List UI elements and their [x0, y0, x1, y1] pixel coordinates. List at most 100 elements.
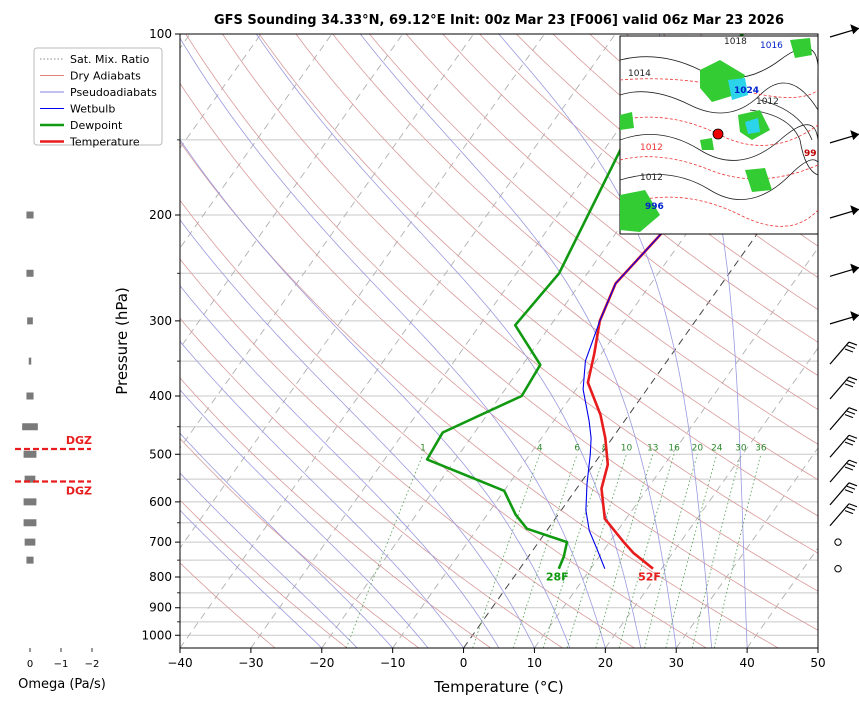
mixing-ratio-line [644, 454, 698, 648]
wind-barb [829, 459, 858, 483]
inset-label: 1012 [640, 173, 663, 183]
omega-tick-label: −2 [85, 659, 100, 670]
pseudoadiabat [658, 34, 748, 648]
mixing-ratio-line [345, 454, 424, 648]
omega-bar [26, 392, 34, 400]
legend-label: Dewpoint [70, 119, 123, 132]
dry-adiabat [180, 562, 276, 648]
wind-barb-feather [846, 345, 856, 350]
mixing-ratio-line [595, 454, 654, 648]
y-tick-label: 600 [149, 495, 172, 509]
plot-frame [179, 33, 819, 649]
legend: Sat. Mix. Ratio Dry Adiabats Pseudoadiabat… [33, 47, 163, 149]
dry-adiabat [369, 34, 818, 410]
inset-label: 1012 [756, 97, 779, 107]
dgz-label: DGZ [66, 434, 92, 447]
pseudoadiabat [180, 139, 571, 648]
wind-barb [829, 482, 858, 506]
isotherm-line [675, 447, 818, 648]
omega-bar [28, 357, 32, 365]
mixing-ratio-label: 13 [647, 443, 658, 453]
pseudoadiabat [180, 285, 500, 648]
pseudoadiabat [359, 34, 677, 648]
inset-precip [620, 190, 660, 232]
inset-precip [700, 138, 714, 150]
isotherm-line [180, 34, 545, 549]
dry-adiabat [180, 438, 420, 648]
wind-barbs [829, 24, 859, 573]
omega-bar [26, 556, 34, 564]
omega-panel: DGZ DGZ 0 −1 −2 [15, 211, 99, 670]
dry-adiabat [295, 34, 818, 481]
isotherm-line [817, 647, 818, 648]
inset-precip [620, 112, 634, 130]
x-tick-label: 40 [739, 656, 754, 670]
wind-barb-feather [846, 438, 856, 443]
mixing-ratio-line [566, 454, 627, 648]
wind-barb-feather [848, 434, 858, 439]
wind-barb-staff [829, 459, 850, 483]
pseudoadiabat [180, 340, 464, 648]
mixing-ratio-label: 20 [692, 443, 704, 453]
wind-barb [829, 24, 859, 38]
omega-axis-label: Omega (Pa/s) [18, 677, 106, 692]
inset-precip [745, 118, 760, 134]
wind-barb-feather [846, 506, 856, 511]
x-tick-label: 30 [669, 656, 684, 670]
isotherm-line [180, 34, 474, 449]
wind-barb [829, 376, 858, 400]
mixing-ratio-line [542, 454, 605, 648]
zero-isotherm [463, 147, 818, 648]
wind-barb-feather [848, 341, 858, 346]
dry-adiabat [222, 34, 818, 554]
x-tick-label: −40 [167, 656, 192, 670]
mixing-ratio-label: 36 [755, 443, 767, 453]
inset-contour [749, 109, 818, 176]
y-tick-label: 300 [149, 314, 172, 328]
mixing-ratio-line [713, 454, 762, 648]
omega-tick-label: 0 [27, 659, 33, 670]
inset-contour [620, 159, 818, 200]
isotherm-line [250, 34, 687, 648]
x-tick-label: 50 [810, 656, 825, 670]
inset-contour [620, 82, 818, 114]
mixing-ratio-label: 6 [574, 443, 580, 453]
omega-bar [26, 211, 34, 219]
inset-label: 1024 [734, 86, 759, 96]
isotherm-line [534, 247, 818, 648]
mixing-ratio-label: 24 [711, 443, 723, 453]
x-tick-label: 20 [598, 656, 613, 670]
background-lines: 1 4 6 8 10 13 16 20 24 30 36 [180, 34, 818, 648]
wind-barb-feather [846, 463, 856, 468]
wind-barb-feather [848, 376, 858, 381]
y-tick-label: 700 [149, 535, 172, 549]
inset-map: 1018 1014 1012 1016 1024 1012 996 1012 9… [619, 35, 819, 235]
wind-barb [829, 407, 858, 431]
wind-barb-flag [850, 24, 859, 35]
omega-bar [27, 317, 33, 325]
inset-label: 996 [645, 202, 664, 212]
dry-adiabat [185, 34, 818, 592]
pseudoadiabat [180, 389, 429, 648]
inset-precip [790, 38, 812, 58]
legend-label: Pseudoadiabats [70, 86, 157, 99]
dry-adiabat [479, 34, 818, 311]
mixing-ratio-line [513, 454, 578, 648]
dry-adiabat [180, 199, 707, 648]
dry-adiabat [180, 258, 635, 648]
pseudoadiabat [180, 509, 323, 648]
mixing-ratio-label: 10 [621, 443, 633, 453]
pseudoadiabat [498, 34, 713, 648]
wind-barb [829, 503, 858, 527]
legend-label: Wetbulb [70, 103, 115, 116]
pseudoadiabat [180, 472, 358, 648]
wind-barb-feather [846, 379, 856, 384]
wind-barb [829, 434, 858, 458]
axes: −40 −30 −20 −10 0 10 20 30 40 50 100 200 300 400 500 60… [141, 27, 825, 670]
mixing-ratio-label: 1 [420, 443, 426, 453]
mixing-ratio-line [691, 454, 742, 648]
dry-adiabat [180, 377, 491, 648]
wind-barb-feather [848, 407, 858, 412]
omega-bar [24, 538, 36, 546]
isotherm-line [180, 34, 262, 149]
